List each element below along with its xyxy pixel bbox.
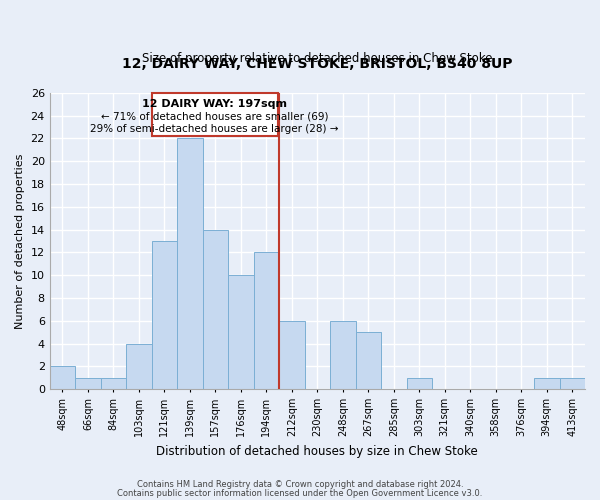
Bar bbox=[50, 366, 75, 389]
Bar bbox=[330, 321, 356, 389]
Bar bbox=[356, 332, 381, 389]
Bar bbox=[203, 230, 228, 389]
Bar bbox=[126, 344, 152, 389]
Bar bbox=[534, 378, 560, 389]
Bar bbox=[101, 378, 126, 389]
Bar bbox=[560, 378, 585, 389]
Text: 29% of semi-detached houses are larger (28) →: 29% of semi-detached houses are larger (… bbox=[91, 124, 339, 134]
Y-axis label: Number of detached properties: Number of detached properties bbox=[15, 154, 25, 328]
Bar bbox=[254, 252, 279, 389]
Text: 12 DAIRY WAY: 197sqm: 12 DAIRY WAY: 197sqm bbox=[142, 98, 287, 108]
Text: Contains HM Land Registry data © Crown copyright and database right 2024.: Contains HM Land Registry data © Crown c… bbox=[137, 480, 463, 489]
Bar bbox=[279, 321, 305, 389]
Bar bbox=[228, 275, 254, 389]
FancyBboxPatch shape bbox=[152, 93, 278, 136]
Bar bbox=[177, 138, 203, 389]
Bar bbox=[407, 378, 432, 389]
Text: 12, DAIRY WAY, CHEW STOKE, BRISTOL, BS40 8UP: 12, DAIRY WAY, CHEW STOKE, BRISTOL, BS40… bbox=[122, 56, 512, 70]
Bar bbox=[75, 378, 101, 389]
Text: ← 71% of detached houses are smaller (69): ← 71% of detached houses are smaller (69… bbox=[101, 111, 328, 121]
Text: Contains public sector information licensed under the Open Government Licence v3: Contains public sector information licen… bbox=[118, 488, 482, 498]
Title: Size of property relative to detached houses in Chew Stoke: Size of property relative to detached ho… bbox=[142, 52, 493, 66]
Bar bbox=[152, 241, 177, 389]
X-axis label: Distribution of detached houses by size in Chew Stoke: Distribution of detached houses by size … bbox=[157, 444, 478, 458]
